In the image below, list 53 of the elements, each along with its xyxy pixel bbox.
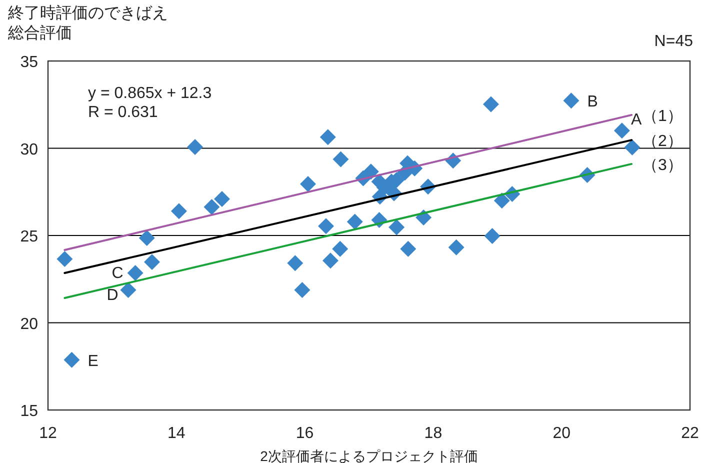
point xyxy=(144,254,160,270)
y-tick-label: 35 xyxy=(20,54,38,71)
x-tick-label: 12 xyxy=(39,425,57,442)
y-axis-title: 終了時評価のできばえ総合評価 xyxy=(8,4,169,44)
point xyxy=(300,176,316,192)
point xyxy=(187,139,204,156)
series-label: （2） xyxy=(642,133,683,150)
point xyxy=(120,282,136,298)
point xyxy=(484,228,500,244)
point xyxy=(64,352,80,368)
point xyxy=(388,219,405,236)
point xyxy=(332,240,348,257)
point xyxy=(482,96,499,112)
series-label: （1） xyxy=(642,108,683,125)
y-tick-label: 20 xyxy=(20,316,38,333)
x-tick-label: 20 xyxy=(552,425,571,442)
point xyxy=(400,240,416,257)
point xyxy=(318,218,334,234)
annotation: A xyxy=(630,112,642,129)
annotation: B xyxy=(587,94,598,111)
point xyxy=(624,139,640,156)
point xyxy=(56,251,73,268)
point xyxy=(322,252,338,269)
point xyxy=(204,199,220,216)
point xyxy=(294,282,310,298)
point xyxy=(563,92,580,109)
annotation: C xyxy=(112,265,124,282)
point xyxy=(332,151,349,168)
point xyxy=(494,192,510,209)
y-tick-label: 15 xyxy=(20,403,38,420)
x-tick-label: 18 xyxy=(424,425,442,442)
x-tick-label: 22 xyxy=(681,425,699,442)
point xyxy=(127,265,144,282)
point xyxy=(346,214,363,230)
y-tick-label: 25 xyxy=(20,228,38,246)
annotation: y = 0.865x + 12.3 xyxy=(88,85,212,102)
x-axis-title: 2次評価者によるプロジェクト評価 xyxy=(260,448,478,463)
point xyxy=(362,164,379,180)
point xyxy=(614,122,630,139)
point xyxy=(138,230,155,246)
point xyxy=(287,255,304,272)
x-tick-label: 14 xyxy=(168,425,186,442)
point xyxy=(320,129,336,146)
x-tick-label: 16 xyxy=(296,425,314,442)
series-label: （3） xyxy=(642,156,683,174)
point xyxy=(448,239,464,256)
point xyxy=(170,203,187,220)
y-tick-label: 30 xyxy=(20,141,38,158)
annotation: E xyxy=(88,352,98,370)
annotation: R = 0.631 xyxy=(88,104,158,121)
text: N=45 xyxy=(654,33,694,50)
point xyxy=(214,191,230,208)
annotation: D xyxy=(106,286,118,304)
